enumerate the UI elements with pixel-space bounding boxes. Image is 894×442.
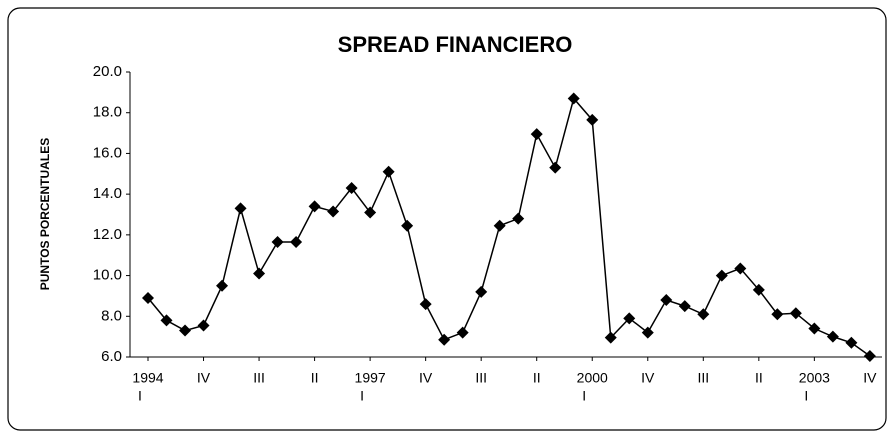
marker xyxy=(382,165,395,178)
x-tick-year: 1994 xyxy=(132,370,163,386)
y-tick-label: 12.0 xyxy=(93,226,122,243)
marker xyxy=(308,200,321,213)
x-tick-label: III xyxy=(697,370,709,386)
marker xyxy=(845,336,858,349)
x-tick-label: II xyxy=(311,370,319,386)
chart-frame xyxy=(7,7,887,431)
marker xyxy=(419,298,432,311)
x-tick-label: II xyxy=(533,370,541,386)
x-tick-label: I xyxy=(360,388,364,404)
marker xyxy=(438,333,451,346)
y-tick-label: 10.0 xyxy=(93,267,122,284)
marker xyxy=(549,161,562,174)
marker xyxy=(752,283,765,296)
marker xyxy=(197,319,210,332)
y-tick-label: 8.0 xyxy=(101,307,122,324)
series-line xyxy=(147,96,871,357)
marker xyxy=(253,267,266,280)
marker xyxy=(345,182,358,195)
x-tick-year: 2003 xyxy=(799,370,830,386)
chart-title: SPREAD FINANCIERO xyxy=(338,32,573,57)
marker xyxy=(604,331,617,344)
x-tick-year: 1997 xyxy=(355,370,386,386)
y-tick-label: 18.0 xyxy=(93,104,122,121)
marker xyxy=(216,279,229,292)
x-tick-label: I xyxy=(138,388,142,404)
marker xyxy=(771,308,784,321)
marker xyxy=(234,202,247,215)
x-tick-label: IV xyxy=(419,370,433,386)
y-tick-label: 6.0 xyxy=(101,348,122,365)
marker xyxy=(808,322,821,335)
y-tick-label: 16.0 xyxy=(93,144,122,161)
marker xyxy=(160,314,173,327)
marker xyxy=(863,349,876,362)
marker xyxy=(641,326,654,339)
marker xyxy=(697,308,710,321)
marker xyxy=(567,92,580,105)
x-tick-label: I xyxy=(804,388,808,404)
marker xyxy=(179,324,192,337)
x-tick-year: 2000 xyxy=(577,370,608,386)
marker xyxy=(715,269,728,282)
x-tick-label: II xyxy=(755,370,763,386)
marker xyxy=(475,285,488,298)
marker xyxy=(660,294,673,306)
marker xyxy=(493,219,506,232)
marker xyxy=(456,326,469,339)
x-tick-label: IV xyxy=(863,370,877,386)
marker xyxy=(512,212,525,225)
marker xyxy=(789,307,802,320)
y-tick-label: 20.0 xyxy=(93,63,122,80)
marker xyxy=(734,262,747,275)
marker xyxy=(586,113,599,126)
marker xyxy=(271,235,284,248)
marker xyxy=(142,291,154,304)
x-tick-label: III xyxy=(253,370,265,386)
marker xyxy=(364,206,377,219)
y-tick-label: 14.0 xyxy=(93,185,122,202)
marker xyxy=(826,330,839,343)
x-tick-label: IV xyxy=(641,370,655,386)
marker xyxy=(327,205,340,218)
marker xyxy=(623,312,636,325)
marker xyxy=(290,235,303,248)
x-tick-label: IV xyxy=(197,370,211,386)
marker xyxy=(678,300,691,313)
x-tick-label: I xyxy=(582,388,586,404)
marker xyxy=(530,128,543,141)
x-tick-label: III xyxy=(475,370,487,386)
y-axis-label: PUNTOS PORCENTUALES xyxy=(38,138,52,290)
marker xyxy=(401,219,414,232)
